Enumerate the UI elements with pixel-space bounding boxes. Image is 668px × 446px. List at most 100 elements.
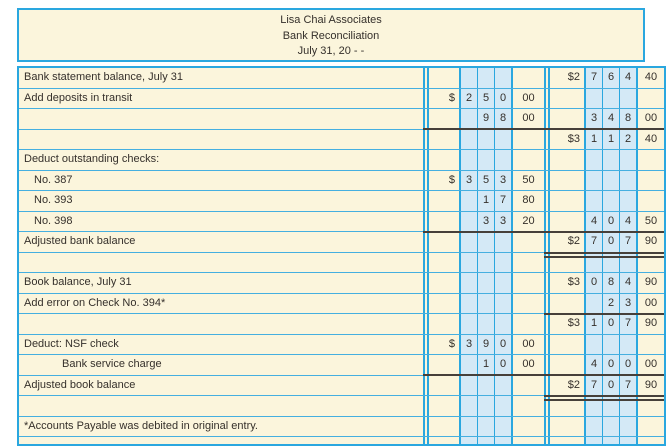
row-description: Bank statement balance, July 31 [24, 71, 183, 83]
row-description [19, 109, 423, 129]
amount1-hundreds-cell [461, 68, 477, 88]
amount1-ones-cell [495, 396, 511, 416]
amount1-ones-cell: 3 [495, 170, 511, 190]
amount2-tens-cell [603, 416, 619, 436]
amount1-hundreds-cell [461, 150, 477, 170]
amount1-tens-cell: 5 [478, 170, 494, 190]
amount1-tens-cell [478, 416, 494, 436]
column-rule [494, 293, 495, 313]
double-rule-separator [544, 129, 550, 149]
column-rule [602, 416, 603, 436]
amount1-hundreds-cell [461, 375, 477, 395]
column-rule [584, 88, 586, 108]
double-rule-separator [544, 170, 550, 190]
amount1-hundreds-cell: 2 [461, 88, 477, 108]
table-row: 9 8 00 3 4 8 00 [19, 109, 664, 130]
column-rule [511, 88, 513, 108]
report-date: July 31, 20 - - [297, 45, 365, 57]
amount1-hundreds-cell [461, 252, 477, 272]
column-rule [494, 252, 495, 272]
column-rule [459, 191, 461, 211]
amount2-ones-cell: 2 [620, 129, 636, 149]
column-rule [459, 88, 461, 108]
amount2-dollar-cell [550, 212, 584, 232]
column-rule [511, 334, 513, 354]
column-rule [636, 355, 638, 375]
column-rule [602, 88, 603, 108]
amount2-cents-cell [638, 417, 664, 437]
double-rule-separator [544, 150, 550, 170]
amount1-cents-cell [513, 253, 544, 273]
amount2-ones-cell: 7 [620, 232, 636, 252]
amount1-tens-cell [478, 150, 494, 170]
amount2-tens-cell [603, 252, 619, 272]
amount1-dollar-cell: $ [448, 337, 455, 350]
amount2-dollar-cell [550, 191, 584, 211]
amount1-ones-cell [495, 232, 511, 252]
double-rule-separator [544, 232, 550, 252]
column-rule [636, 293, 638, 313]
double-rule-separator [544, 416, 550, 436]
amount2-hundreds-cell: 0 [586, 273, 602, 293]
amount1-hundreds-cell [461, 211, 477, 231]
amount1-dollar-cell [429, 253, 459, 273]
amount2-dollar-cell: $3 [567, 276, 580, 288]
amount1-tens-cell: 9 [478, 109, 494, 129]
table-row: *Accounts Payable was debited in origina… [19, 416, 664, 437]
column-rule [619, 293, 620, 313]
column-rule [459, 293, 461, 313]
amount2-dollar-cell [550, 417, 584, 437]
amount1-hundreds-cell [461, 293, 477, 313]
amount1-dollar-cell [429, 232, 459, 252]
amount1-cents-cell: 00 [522, 358, 535, 370]
amount1-tens-cell [478, 293, 494, 313]
amount2-hundreds-cell: 7 [586, 375, 602, 395]
column-rule [619, 355, 620, 375]
amount2-tens-cell: 1 [603, 129, 619, 149]
column-rule [494, 375, 495, 395]
column-rule [511, 293, 513, 313]
amount1-tens-cell [478, 375, 494, 395]
column-rule [619, 437, 620, 444]
amount2-ones-cell [620, 396, 636, 416]
row-description: Add deposits in transit [24, 91, 133, 104]
amount2-hundreds-cell [586, 88, 602, 108]
amount2-tens-cell: 0 [603, 232, 619, 252]
column-rule [477, 129, 478, 149]
column-rule [511, 109, 513, 129]
column-rule [602, 375, 603, 395]
amount1-cents-cell: 20 [522, 214, 535, 227]
amount2-hundreds-cell [586, 334, 602, 354]
column-rule [584, 273, 586, 293]
double-rule-separator [423, 129, 429, 149]
amount1-ones-cell: 3 [495, 211, 511, 231]
amount1-ones-cell: 0 [495, 334, 511, 354]
double-rule-separator [423, 252, 429, 272]
amount1-cents-cell: 00 [522, 112, 535, 124]
table-row: Bank service charge 1 0 00 4 0 0 00 [19, 355, 664, 376]
column-rule [511, 375, 513, 395]
table-row: Deduct: NSF check $ 3 9 0 00 [19, 334, 664, 355]
amount2-hundreds-cell [586, 437, 602, 444]
column-rule [494, 129, 495, 149]
amount1-cents-cell [513, 314, 544, 334]
amount1-ones-cell [495, 129, 511, 149]
amount1-ones-cell: 0 [495, 88, 511, 108]
amount1-hundreds-cell [461, 314, 477, 334]
amount1-dollar-cell [429, 417, 459, 437]
amount2-cents-cell [638, 89, 664, 109]
amount1-hundreds-cell [461, 355, 477, 375]
amount2-cents-cell: 50 [644, 214, 658, 227]
double-rule-separator [544, 293, 550, 313]
amount1-ones-cell [495, 273, 511, 293]
amount1-hundreds-cell [461, 437, 477, 444]
column-rule [619, 375, 620, 395]
amount1-dollar-cell [429, 437, 459, 444]
company-name: Lisa Chai Associates [280, 14, 382, 26]
column-rule [584, 334, 586, 354]
column-rule [636, 191, 638, 211]
amount2-tens-cell: 8 [603, 273, 619, 293]
amount2-cents-cell: 00 [644, 296, 658, 309]
amount1-cents-cell: 80 [522, 194, 535, 206]
double-rule-separator [544, 314, 550, 334]
